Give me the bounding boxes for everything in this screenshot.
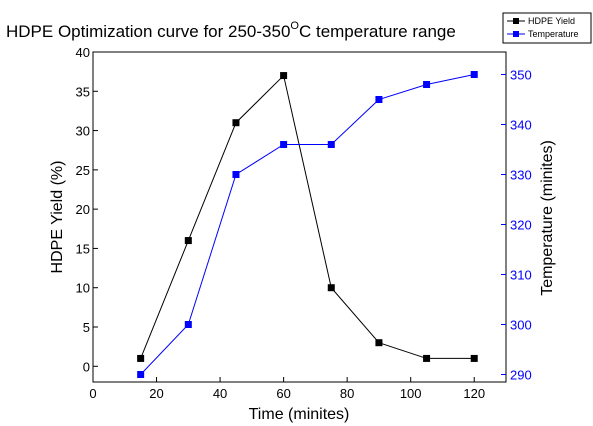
y-right-axis: 290 300 310 320 330 340 350 [501,68,532,383]
y-left-axis: 0 5 10 15 20 25 30 35 40 [76,45,98,374]
legend-marker-temperature [513,31,519,37]
y-left-tick-label: 10 [76,281,90,296]
y-left-tick-label: 35 [76,84,90,99]
x-tick-label: 0 [89,386,96,401]
data-point-temperature [470,71,478,78]
data-point-temperature [184,321,192,328]
data-point-hdpe-yield [327,284,335,292]
x-tick-label: 60 [276,386,290,401]
y-right-tick-label: 340 [510,118,532,133]
x-tick-label: 40 [213,386,227,401]
y-right-tick-label: 310 [510,268,532,283]
series-line-temperature [140,74,475,375]
x-axis-title: Time (minites) [249,406,350,423]
y-right-tick-label: 320 [510,218,532,233]
y-left-tick-label: 20 [76,202,90,217]
data-point-hdpe-yield [470,354,478,362]
legend: HDPE Yield Temperature [502,12,592,44]
x-tick-label: 80 [340,386,354,401]
chart-title-tail: C temperature range [299,22,456,41]
y-left-tick-label: 5 [83,320,90,335]
data-point-hdpe-yield [280,72,288,80]
y-left-tick-label: 15 [76,241,90,256]
y-left-axis-title: HDPE Yield (%) [49,161,66,274]
x-tick-label: 120 [463,386,485,401]
y-right-tick-label: 290 [510,368,532,383]
legend-label-yield: HDPE Yield [528,16,575,26]
legend-marker-yield [513,18,519,24]
data-point-temperature [232,171,240,178]
y-left-tick-label: 25 [76,163,90,178]
chart-title-main: HDPE Optimization curve for 250-350 [6,22,290,41]
data-point-hdpe-yield [232,119,240,127]
data-point-hdpe-yield [184,237,192,245]
y-right-tick-label: 350 [510,68,532,83]
x-tick-label: 20 [149,386,163,401]
y-right-axis-title: Temperature (minites) [539,140,556,296]
data-point-temperature [280,141,288,148]
series-layer [137,71,478,378]
chart-title-superscript: O [290,20,299,32]
data-point-hdpe-yield [137,354,145,362]
data-point-temperature [375,96,383,103]
y-left-tick-label: 0 [83,359,90,374]
x-tick-label: 100 [400,386,422,401]
x-axis: 0 20 40 60 80 100 120 [89,377,485,401]
y-left-tick-label: 40 [76,45,90,60]
y-right-tick-label: 300 [510,318,532,333]
chart-title: HDPE Optimization curve for 250-350OC te… [6,20,456,41]
data-point-hdpe-yield [375,339,383,347]
y-right-tick-label: 330 [510,168,532,183]
plot-frame [92,51,507,383]
y-left-tick-label: 30 [76,124,90,139]
data-point-hdpe-yield [423,354,431,362]
data-point-temperature [327,141,335,148]
legend-label-temperature: Temperature [528,29,579,39]
data-point-temperature [423,81,431,88]
series-line-hdpe-yield [140,74,475,359]
data-point-temperature [137,371,145,378]
